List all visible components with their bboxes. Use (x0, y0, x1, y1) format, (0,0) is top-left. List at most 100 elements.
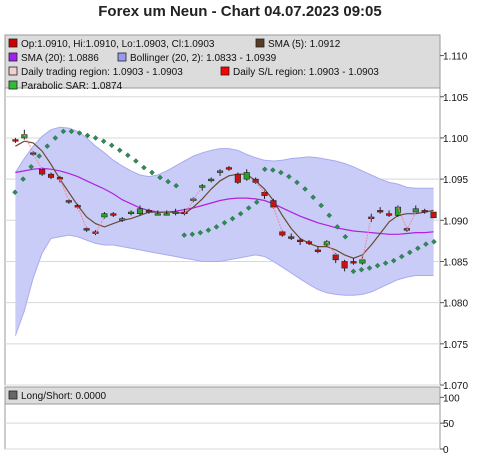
candle (145, 208, 152, 214)
sar-point (326, 212, 333, 219)
y-tick-label: 1.110 (443, 52, 468, 63)
gap-connector (184, 200, 194, 214)
sar-point (157, 174, 163, 181)
sar-point (44, 143, 51, 149)
sar-point (36, 153, 42, 159)
sar-point (76, 130, 83, 136)
sar-point (68, 128, 75, 135)
sar-point (415, 245, 421, 252)
sar-point (92, 135, 99, 141)
sub-legend-box (4, 386, 441, 405)
sar-point (245, 205, 252, 211)
candle (288, 233, 295, 241)
legend-swatch (8, 38, 18, 48)
gap-connector (95, 216, 105, 234)
sar-point (302, 186, 308, 192)
candle (314, 246, 321, 254)
parabolic-sar (12, 128, 437, 275)
sar-point (358, 266, 365, 273)
sar-point (423, 241, 429, 247)
legend-swatch (255, 38, 265, 48)
candle (243, 169, 250, 181)
gap-connector (397, 206, 408, 229)
sar-point (213, 224, 220, 230)
sar-point (205, 227, 212, 233)
candle (163, 210, 170, 216)
sar-point (181, 232, 187, 238)
bollinger-lower-line (14, 234, 434, 336)
y-tick-label: 1.105 (443, 93, 468, 104)
candle (350, 258, 357, 265)
sar-point (173, 182, 179, 189)
candle (39, 167, 46, 176)
gap-connector (77, 206, 88, 229)
legend-swatch (8, 66, 18, 76)
y-tick-label: 1.080 (443, 299, 468, 310)
main-legend-box (4, 34, 441, 89)
y-tick-label: 1.075 (443, 340, 468, 351)
candle (136, 205, 144, 216)
sar-point (52, 135, 59, 141)
gap-connector (406, 211, 417, 231)
candle (377, 207, 384, 214)
legend-label: Daily trading region: 1.0903 - 1.0903 (21, 67, 183, 78)
sar-point (334, 224, 341, 230)
sar-point (237, 210, 244, 217)
sar-point (108, 142, 115, 149)
sar-point (189, 231, 196, 238)
candle (305, 240, 313, 245)
legend-swatch (8, 80, 18, 90)
sar-point (431, 238, 437, 245)
sar-point (390, 257, 397, 264)
sar-point (398, 253, 405, 260)
sar-point (342, 233, 349, 240)
candle (234, 172, 241, 185)
candle (47, 172, 55, 180)
bollinger-upper-line (14, 126, 434, 189)
candle (386, 210, 393, 217)
bollinger-fill (15, 127, 434, 336)
gap-connector (23, 134, 34, 153)
legend-swatch (117, 52, 127, 62)
legend-label: Bollinger (20, 2): 1.0833 - 1.0939 (130, 53, 277, 64)
sar-point (12, 189, 18, 196)
candle (341, 259, 348, 272)
sar-point (262, 166, 268, 173)
sar-point (374, 262, 381, 269)
y-tick-label: 1.100 (443, 134, 468, 145)
chart-title: Forex um Neun - Chart 04.07.2023 09:05 (98, 3, 382, 20)
sar-point (149, 169, 155, 176)
sar-point (294, 179, 300, 186)
sar-point (253, 199, 260, 205)
gap-connector (192, 187, 203, 200)
sar-point (286, 173, 292, 180)
candle (172, 208, 179, 216)
sar-point (141, 164, 147, 171)
candle (110, 212, 117, 217)
sma-20-line (15, 167, 434, 235)
legend-label: SMA (20): 1.0886 (21, 53, 99, 64)
sub-y-tick-label: 100 (443, 393, 460, 404)
candle (421, 208, 428, 214)
sub-legend-label: Long/Short: 0.0000 (21, 391, 107, 402)
candle (12, 137, 19, 143)
legend-swatch (8, 52, 18, 62)
sar-point (197, 229, 204, 236)
sar-point (116, 147, 123, 154)
candle (208, 177, 215, 183)
main-y-axis: 1.070 1.075 1.080 1.085 1.090 1.095 1.100 1.105… (440, 52, 468, 392)
sar-point (350, 268, 357, 275)
candle (119, 217, 126, 222)
y-tick-label: 1.070 (443, 381, 468, 392)
sar-point (133, 158, 139, 164)
candle (430, 211, 437, 219)
sar-point (270, 167, 276, 173)
main-legend: Op:1.0910, Hi:1.0910, Lo:1.0903, Cl:1.09… (8, 38, 379, 92)
sar-point (20, 176, 26, 182)
sub-legend-swatch (8, 390, 18, 400)
candle (297, 238, 304, 245)
gap-connector (326, 241, 337, 256)
sar-point (382, 260, 389, 266)
bollinger-band (14, 126, 434, 336)
